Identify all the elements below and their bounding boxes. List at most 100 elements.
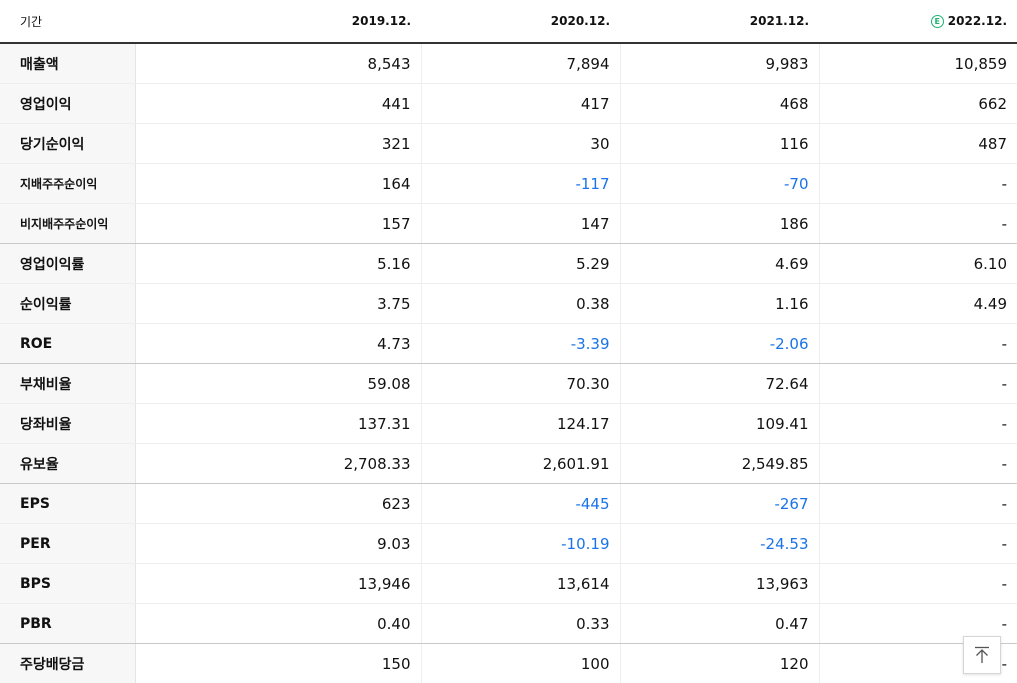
cell-2020: 147 (421, 203, 621, 244)
row-label: ROE (0, 323, 136, 364)
cell-2019: 441 (135, 83, 422, 124)
cell-2021: 0.47 (620, 603, 820, 644)
table-row: 지배주주순이익 164 -117 -70- (0, 163, 1017, 204)
table-body: 매출액 8,543 7,894 9,983 10,859 영업이익 441 417 468 662… (0, 43, 1017, 683)
row-label: 영업이익률 (0, 243, 136, 284)
column-header-2022-estimate: E 2022.12. (819, 0, 1017, 44)
arrow-up-to-top-icon (975, 646, 989, 663)
cell-2022: - (819, 363, 1017, 404)
cell-2022: 6.10 (819, 243, 1017, 284)
cell-2019: 137.31 (135, 403, 422, 444)
table-row: 당좌비율 137.31 124.17 109.41- (0, 403, 1017, 444)
cell-2020: 0.38 (421, 283, 621, 324)
row-label: PER (0, 523, 136, 564)
cell-2022: - (819, 523, 1017, 564)
cell-2022: 4.49 (819, 283, 1017, 324)
cell-2019: 4.73 (135, 323, 422, 364)
table-row: 매출액 8,543 7,894 9,983 10,859 (0, 43, 1017, 84)
cell-2019: 5.16 (135, 243, 422, 284)
cell-2020: 100 (421, 643, 621, 683)
table-row: 순이익률 3.75 0.38 1.16 4.49 (0, 283, 1017, 324)
cell-2022: - (819, 403, 1017, 444)
cell-2022: 662 (819, 83, 1017, 124)
row-label: 순이익률 (0, 283, 136, 324)
cell-2021: 72.64 (620, 363, 820, 404)
cell-2021: 109.41 (620, 403, 820, 444)
cell-2019: 321 (135, 123, 422, 164)
table-row: 비지배주주순이익 157 147 186- (0, 203, 1017, 244)
table-row: 영업이익률 5.16 5.29 4.69 6.10 (0, 243, 1017, 284)
row-label: BPS (0, 563, 136, 604)
cell-2019: 8,543 (135, 43, 422, 84)
cell-2021: 9,983 (620, 43, 820, 84)
cell-2022: - (819, 443, 1017, 484)
cell-2021: 1.16 (620, 283, 820, 324)
cell-2022: - (819, 483, 1017, 524)
row-label: 비지배주주순이익 (0, 203, 136, 244)
cell-2022: - (819, 563, 1017, 604)
cell-2021: -70 (620, 163, 820, 204)
cell-2022: - (819, 203, 1017, 244)
cell-2019: 59.08 (135, 363, 422, 404)
row-label: EPS (0, 483, 136, 524)
cell-2021: 120 (620, 643, 820, 683)
table-row: 주당배당금 150 100 120- (0, 643, 1017, 683)
row-label: 당좌비율 (0, 403, 136, 444)
column-header-2022-label: 2022.12. (947, 14, 1007, 28)
cell-2022: 10,859 (819, 43, 1017, 84)
cell-2019: 9.03 (135, 523, 422, 564)
cell-2021: 2,549.85 (620, 443, 820, 484)
header-row: 기간 2019.12. 2020.12. 2021.12. E 2022.12. (0, 0, 1017, 44)
table-row: 부채비율 59.08 70.30 72.64- (0, 363, 1017, 404)
row-label: 영업이익 (0, 83, 136, 124)
row-label: PBR (0, 603, 136, 644)
row-label: 지배주주순이익 (0, 163, 136, 204)
cell-2021: 13,963 (620, 563, 820, 604)
cell-2019: 2,708.33 (135, 443, 422, 484)
column-header-2019: 2019.12. (135, 0, 421, 44)
cell-2021: -267 (620, 483, 820, 524)
cell-2019: 623 (135, 483, 422, 524)
table-row: 영업이익 441 417 468 662 (0, 83, 1017, 124)
cell-2021: 116 (620, 123, 820, 164)
estimate-icon: E (930, 15, 944, 28)
cell-2020: 0.33 (421, 603, 621, 644)
cell-2021: -24.53 (620, 523, 820, 564)
cell-2019: 164 (135, 163, 422, 204)
column-header-2021: 2021.12. (620, 0, 819, 44)
cell-2019: 3.75 (135, 283, 422, 324)
cell-2020: -10.19 (421, 523, 621, 564)
cell-2022: - (819, 163, 1017, 204)
table-row: 당기순이익 321 30 116 487 (0, 123, 1017, 164)
table-row: PER 9.03 -10.19 -24.53- (0, 523, 1017, 564)
scroll-to-top-button[interactable] (963, 636, 1001, 674)
row-label: 주당배당금 (0, 643, 136, 683)
period-header: 기간 (0, 0, 135, 44)
table-row: ROE 4.73 -3.39 -2.06- (0, 323, 1017, 364)
cell-2020: -3.39 (421, 323, 621, 364)
row-label: 당기순이익 (0, 123, 136, 164)
cell-2020: 417 (421, 83, 621, 124)
cell-2020: 5.29 (421, 243, 621, 284)
cell-2019: 0.40 (135, 603, 422, 644)
table-row: BPS 13,946 13,614 13,963- (0, 563, 1017, 604)
table-row: EPS 623 -445 -267- (0, 483, 1017, 524)
cell-2021: -2.06 (620, 323, 820, 364)
cell-2020: 30 (421, 123, 621, 164)
cell-2020: 70.30 (421, 363, 621, 404)
cell-2021: 468 (620, 83, 820, 124)
cell-2020: 124.17 (421, 403, 621, 444)
cell-2020: -117 (421, 163, 621, 204)
column-header-2020: 2020.12. (421, 0, 620, 44)
table-row: 유보율 2,708.33 2,601.91 2,549.85- (0, 443, 1017, 484)
cell-2020: 13,614 (421, 563, 621, 604)
row-label: 부채비율 (0, 363, 136, 404)
cell-2022: - (819, 323, 1017, 364)
cell-2021: 186 (620, 203, 820, 244)
cell-2021: 4.69 (620, 243, 820, 284)
cell-2022: 487 (819, 123, 1017, 164)
cell-2019: 13,946 (135, 563, 422, 604)
cell-2019: 150 (135, 643, 422, 683)
